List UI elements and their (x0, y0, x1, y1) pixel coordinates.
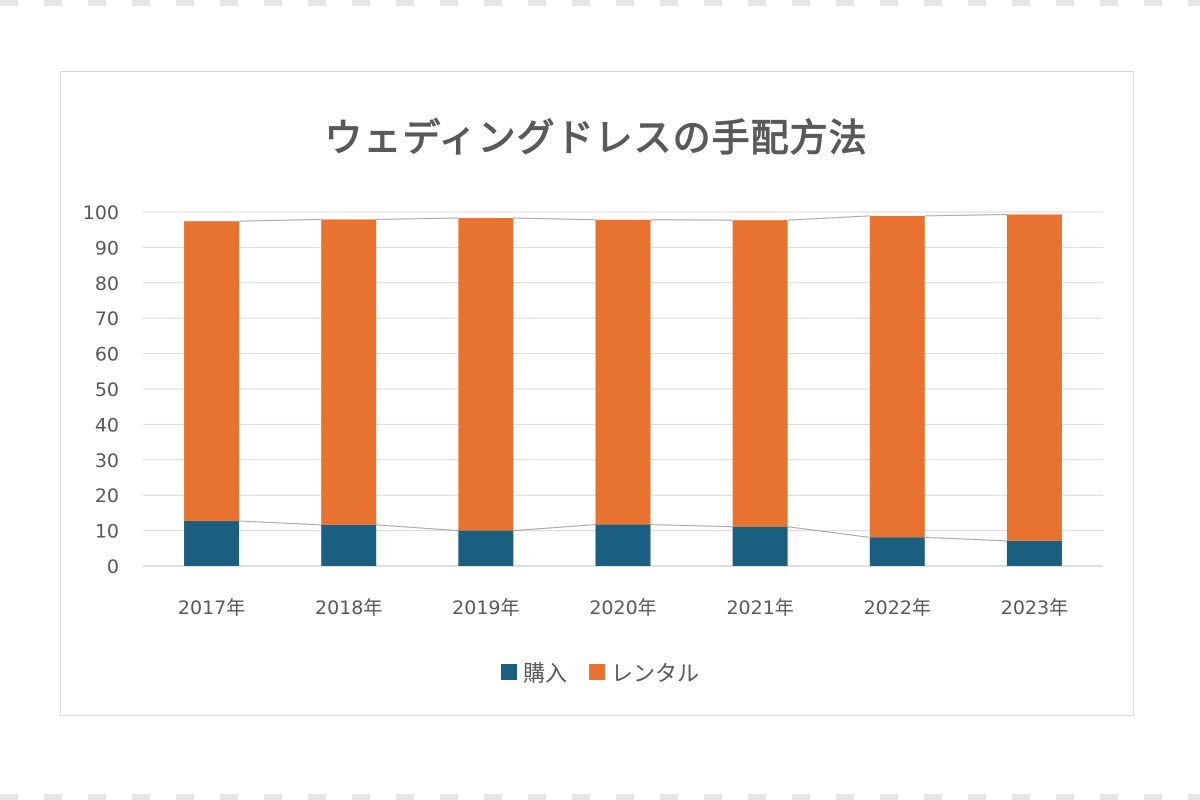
x-tick-label: 2022年 (864, 597, 931, 619)
x-tick-label: 2021年 (726, 597, 793, 619)
legend-swatch-purchase (500, 664, 517, 680)
legend-label-rental: レンタル (611, 662, 700, 687)
series-line (787, 215, 870, 221)
series-line (376, 217, 459, 220)
x-tick-label: 2017年 (178, 597, 245, 619)
bar-rental (321, 219, 377, 525)
series-line (239, 520, 322, 526)
series-line (650, 524, 733, 528)
series-line (787, 526, 870, 538)
y-tick-label: 20 (95, 485, 119, 507)
bar-purchase (869, 537, 925, 566)
x-tick-label: 2020年 (589, 597, 656, 619)
series-line (513, 524, 596, 532)
bar-purchase (184, 521, 240, 566)
bar-rental (732, 220, 788, 527)
y-tick-label: 70 (95, 308, 119, 330)
bar-purchase (1006, 540, 1062, 566)
bar-purchase (458, 530, 514, 566)
y-tick-label: 0 (107, 556, 119, 578)
y-tick-label: 40 (95, 414, 119, 436)
legend-swatch-rental (589, 664, 605, 680)
bar-rental (1006, 214, 1062, 541)
x-tick-label: 2018年 (315, 597, 382, 619)
bar-rental (184, 221, 240, 522)
chart-legend: 購入 レンタル (0, 656, 1200, 688)
chart-title: ウェディングドレスの手配方法 (324, 116, 868, 160)
y-tick-label: 80 (95, 273, 119, 295)
x-tick-label: 2023年 (1001, 597, 1068, 619)
series-line (924, 536, 1007, 542)
x-tick-label: 2019年 (452, 597, 519, 619)
bottom-dashed-border (0, 794, 1200, 800)
bar-rental (595, 219, 651, 525)
y-tick-label: 90 (95, 237, 119, 259)
y-tick-label: 60 (95, 344, 119, 366)
series-line (239, 218, 322, 222)
bar-rental (458, 218, 514, 531)
legend-item-rental: レンタル (589, 656, 699, 688)
legend-label-purchase: 購入 (522, 662, 567, 687)
series-line (376, 524, 459, 532)
bar-purchase (732, 526, 788, 566)
y-tick-label: 10 (95, 521, 119, 543)
series-line (924, 213, 1007, 217)
y-tick-label: 100 (83, 202, 119, 224)
y-tick-label: 30 (95, 450, 119, 472)
series-line (513, 217, 596, 221)
legend-item-purchase: 購入 (500, 656, 567, 688)
bar-rental (869, 215, 925, 538)
top-dashed-border (0, 0, 1200, 6)
bar-purchase (321, 524, 377, 566)
bar-purchase (595, 524, 651, 566)
y-tick-label: 50 (95, 379, 119, 401)
